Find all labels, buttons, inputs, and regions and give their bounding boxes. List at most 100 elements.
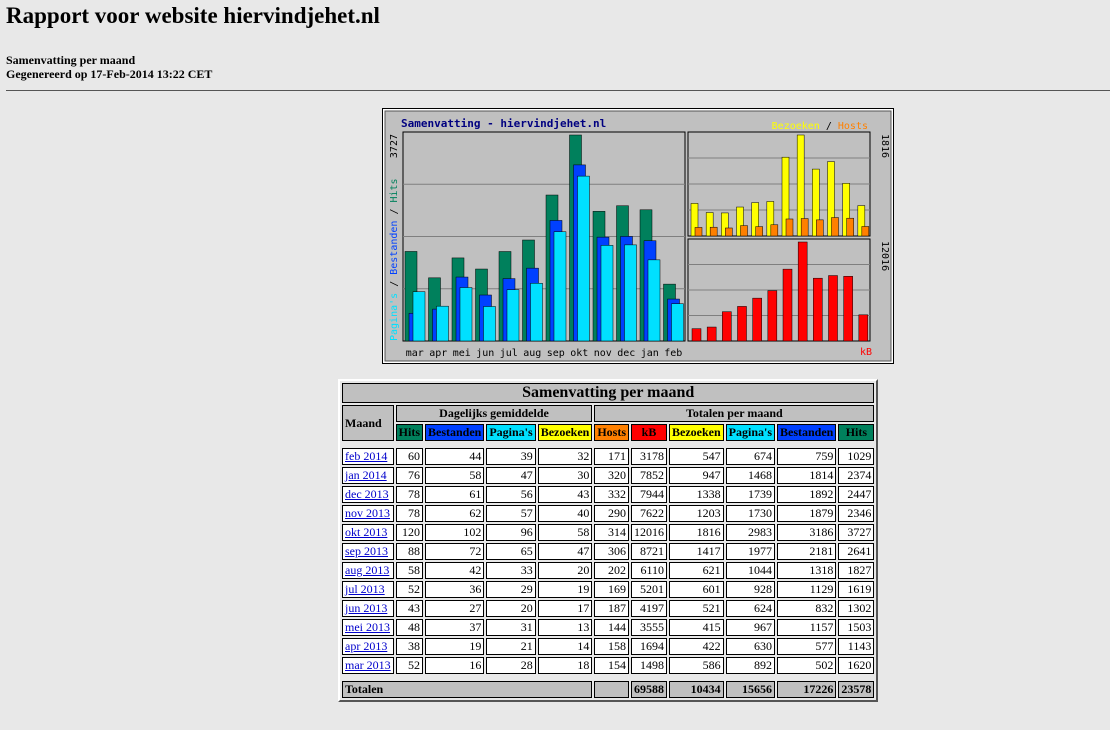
value-cell: 577 bbox=[777, 638, 837, 655]
value-cell: 7622 bbox=[631, 505, 668, 522]
month-link[interactable]: dec 2013 bbox=[345, 487, 389, 501]
month-cell: jan 2014 bbox=[342, 467, 394, 484]
value-cell: 1739 bbox=[725, 486, 776, 503]
bar-hosts bbox=[694, 227, 703, 237]
month-link[interactable]: feb 2014 bbox=[345, 449, 388, 463]
table-row: jan 2014 76 58 47 30 320 7852 947 1468 1814 2374 bbox=[342, 467, 875, 484]
bar-hosts bbox=[861, 226, 870, 237]
value-cell: 169 bbox=[594, 581, 630, 598]
value-cell: 967 bbox=[725, 619, 776, 636]
x-tick-label: jul bbox=[500, 348, 518, 359]
value-cell: 3727 bbox=[838, 524, 875, 541]
value-cell: 674 bbox=[725, 448, 776, 465]
value-cell: 72 bbox=[425, 543, 485, 560]
value-cell: 61 bbox=[425, 486, 485, 503]
value-cell: 759 bbox=[777, 448, 837, 465]
value-cell: 154 bbox=[594, 657, 630, 674]
month-cell: sep 2013 bbox=[342, 543, 394, 560]
month-link[interactable]: sep 2013 bbox=[345, 544, 388, 558]
bar-paginas bbox=[483, 306, 496, 342]
value-cell: 47 bbox=[537, 543, 593, 560]
column-header: Hits bbox=[838, 424, 875, 441]
value-cell: 65 bbox=[486, 543, 536, 560]
table-row: sep 2013 88 72 65 47 306 8721 1417 1977 2181 2641 bbox=[342, 543, 875, 560]
value-cell: 3186 bbox=[777, 524, 837, 541]
value-cell: 30 bbox=[537, 467, 593, 484]
bar-kb bbox=[828, 275, 838, 342]
value-cell: 502 bbox=[777, 657, 837, 674]
value-cell: 1417 bbox=[669, 543, 724, 560]
value-cell: 18 bbox=[537, 657, 593, 674]
value-cell: 20 bbox=[486, 600, 536, 617]
value-cell: 62 bbox=[425, 505, 485, 522]
bar-bezoeken bbox=[796, 134, 805, 237]
value-cell: 1338 bbox=[669, 486, 724, 503]
bar-hosts bbox=[800, 218, 809, 237]
value-cell: 332 bbox=[594, 486, 630, 503]
bar-paginas bbox=[506, 289, 520, 342]
value-cell: 2983 bbox=[725, 524, 776, 541]
value-cell: 38 bbox=[395, 638, 423, 655]
main-chart-title: Samenvatting - hiervindjehet.nl bbox=[401, 117, 606, 130]
value-cell: 76 bbox=[395, 467, 423, 484]
value-cell: 78 bbox=[395, 505, 423, 522]
month-cell: jun 2013 bbox=[342, 600, 394, 617]
bar-hosts bbox=[770, 224, 779, 237]
value-cell: 1302 bbox=[838, 600, 875, 617]
column-header: Hosts bbox=[594, 424, 630, 441]
value-cell: 144 bbox=[594, 619, 630, 636]
value-cell: 4197 bbox=[631, 600, 668, 617]
table-row: dec 2013 78 61 56 43 332 7944 1338 1739 1892 2447 bbox=[342, 486, 875, 503]
value-cell: 1143 bbox=[838, 638, 875, 655]
value-cell: 7944 bbox=[631, 486, 668, 503]
column-header: Pagina's bbox=[486, 424, 536, 441]
totals-label: Totalen bbox=[342, 681, 593, 698]
month-cell: aug 2013 bbox=[342, 562, 394, 579]
month-link[interactable]: mei 2013 bbox=[345, 620, 390, 634]
month-cell: nov 2013 bbox=[342, 505, 394, 522]
value-cell: 2641 bbox=[838, 543, 875, 560]
bar-kb bbox=[722, 311, 732, 342]
month-link[interactable]: apr 2013 bbox=[345, 639, 388, 653]
x-tick-label: mar bbox=[406, 348, 424, 359]
bar-hosts bbox=[725, 227, 733, 237]
value-cell: 39 bbox=[486, 448, 536, 465]
month-link[interactable]: jan 2014 bbox=[345, 468, 387, 482]
value-cell: 60 bbox=[395, 448, 423, 465]
monthly-totals-header: Totalen per maand bbox=[594, 405, 875, 422]
value-cell: 42 bbox=[425, 562, 485, 579]
value-cell: 29 bbox=[486, 581, 536, 598]
month-link[interactable]: aug 2013 bbox=[345, 563, 390, 577]
value-cell: 1468 bbox=[725, 467, 776, 484]
month-header: Maand bbox=[342, 405, 394, 441]
bar-paginas bbox=[600, 245, 614, 342]
value-cell: 32 bbox=[537, 448, 593, 465]
value-cell: 1879 bbox=[777, 505, 837, 522]
x-tick-label: okt bbox=[570, 348, 588, 359]
value-cell: 120 bbox=[395, 524, 423, 541]
value-cell: 1203 bbox=[669, 505, 724, 522]
bar-bezoeken bbox=[842, 183, 850, 237]
generated-date: Gegenereerd op 17-Feb-2014 13:22 CET bbox=[6, 67, 213, 81]
month-link[interactable]: jun 2013 bbox=[345, 601, 388, 615]
value-cell: 8721 bbox=[631, 543, 668, 560]
column-header: kB bbox=[631, 424, 668, 441]
value-cell: 52 bbox=[395, 657, 423, 674]
value-cell: 56 bbox=[486, 486, 536, 503]
value-cell: 171 bbox=[594, 448, 630, 465]
month-link[interactable]: mar 2013 bbox=[345, 658, 391, 672]
bar-kb bbox=[737, 306, 747, 342]
bar-kb bbox=[858, 314, 869, 342]
value-cell: 43 bbox=[537, 486, 593, 503]
bar-kb bbox=[752, 297, 762, 342]
month-link[interactable]: jul 2013 bbox=[345, 582, 385, 596]
bar-paginas bbox=[577, 175, 590, 342]
bar-paginas bbox=[436, 305, 449, 342]
bar-hosts bbox=[816, 219, 824, 237]
value-cell: 1029 bbox=[838, 448, 875, 465]
month-link[interactable]: okt 2013 bbox=[345, 525, 388, 539]
bar-paginas bbox=[459, 287, 473, 342]
month-link[interactable]: nov 2013 bbox=[345, 506, 390, 520]
totals-value: 23578 bbox=[838, 681, 875, 698]
value-cell: 2374 bbox=[838, 467, 875, 484]
